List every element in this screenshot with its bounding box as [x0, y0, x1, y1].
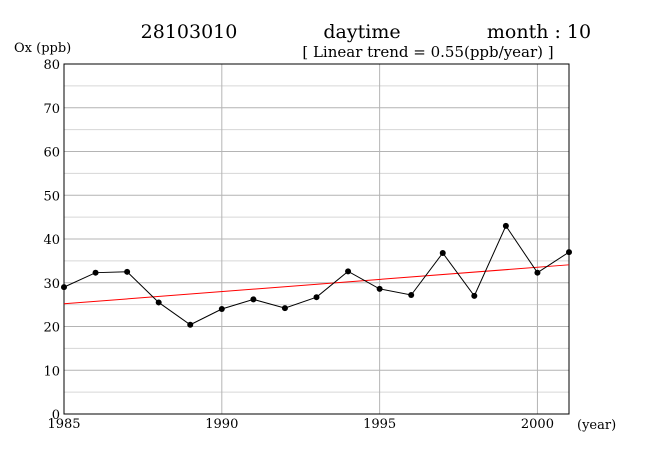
x-axis-label: (year) [577, 418, 616, 433]
linear-trend-line [63, 264, 570, 305]
series-line [63, 224, 570, 326]
x-tick-label: 1985 [47, 417, 80, 432]
data-point [281, 305, 288, 312]
x-tick-label: 1995 [363, 417, 396, 432]
data-point [471, 292, 478, 299]
data-point [408, 292, 415, 298]
data-point [439, 250, 446, 256]
y-tick-label: 30 [43, 277, 60, 292]
data-point [566, 249, 572, 256]
data-point [61, 284, 67, 291]
station-code: 28103010 [141, 21, 238, 43]
period-label: daytime [323, 21, 400, 43]
y-tick-label: 80 [43, 58, 60, 73]
data-point [250, 296, 257, 303]
y-tick-label: 60 [43, 146, 60, 161]
y-tick-label: 20 [43, 321, 60, 336]
y-tick-label: 0 [52, 408, 60, 423]
y-tick-label: 10 [43, 364, 60, 379]
data-point [218, 306, 225, 312]
data-point [534, 269, 541, 276]
series-layer [61, 222, 572, 328]
y-tick-label: 50 [43, 189, 60, 204]
plot-frame [63, 63, 570, 415]
tick-labels: 0 10 20 30 40 50 60 70 80 1985 1990 1995 2000 [43, 58, 554, 432]
trend-label: [ Linear trend = 0.55(ppb/year) ] [302, 43, 553, 61]
data-point [187, 321, 194, 328]
y-tick-label: 40 [43, 233, 60, 248]
data-point [502, 222, 509, 229]
data-point [313, 294, 320, 301]
y-axis-label: Ox (ppb) [14, 41, 71, 56]
data-point [376, 285, 383, 292]
data-point [155, 299, 162, 306]
month-label: month : 10 [487, 21, 591, 43]
y-tick-label: 70 [43, 102, 60, 117]
data-point [124, 268, 131, 275]
x-tick-label: 1990 [205, 417, 238, 432]
x-tick-label: 2000 [521, 417, 554, 432]
trend-layer [63, 264, 570, 305]
data-point [92, 269, 99, 276]
data-point [345, 268, 352, 275]
grid [63, 63, 569, 415]
